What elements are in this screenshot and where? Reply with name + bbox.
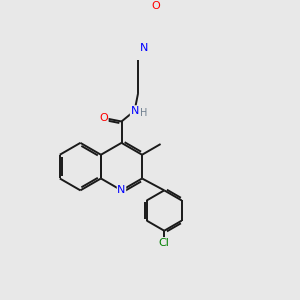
Text: N: N [130,106,139,116]
Text: H: H [140,108,147,118]
Text: O: O [99,113,108,123]
Text: N: N [117,185,126,195]
Text: N: N [140,43,148,53]
Text: Cl: Cl [159,238,170,248]
Text: O: O [152,1,160,11]
